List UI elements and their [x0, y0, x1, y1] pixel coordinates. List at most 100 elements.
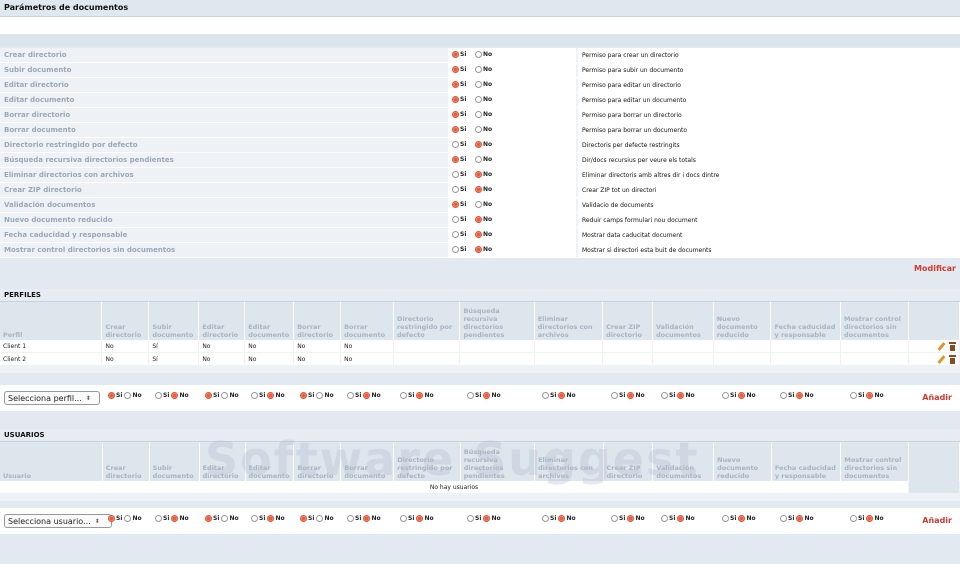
radio-option-no[interactable]: No: [475, 111, 492, 118]
radio-si[interactable]: [542, 392, 549, 399]
radio-option-no[interactable]: No: [627, 515, 645, 522]
radio-option-no[interactable]: No: [483, 392, 501, 399]
radio-no[interactable]: [677, 392, 685, 399]
modify-button[interactable]: Modificar: [914, 264, 956, 273]
radio-option-si[interactable]: Si: [542, 515, 556, 522]
radio-option-si[interactable]: Si: [722, 392, 736, 399]
radio-si[interactable]: [452, 171, 459, 178]
radio-no[interactable]: [475, 216, 482, 223]
radio-option-no[interactable]: No: [475, 171, 492, 178]
radio-si[interactable]: [300, 515, 307, 522]
radio-option-no[interactable]: No: [558, 392, 576, 399]
radio-no[interactable]: [866, 392, 874, 399]
radio-si[interactable]: [452, 51, 459, 58]
radio-si[interactable]: [400, 392, 407, 399]
radio-no[interactable]: [124, 392, 132, 399]
radio-option-no[interactable]: No: [475, 246, 492, 253]
radio-si[interactable]: [452, 186, 459, 193]
radio-option-si[interactable]: Si: [452, 246, 466, 253]
radio-no[interactable]: [627, 392, 635, 399]
radio-no[interactable]: [475, 111, 482, 118]
radio-si[interactable]: [205, 515, 212, 522]
radio-si[interactable]: [467, 515, 474, 522]
radio-option-si[interactable]: Si: [452, 156, 466, 163]
radio-si[interactable]: [251, 515, 258, 522]
radio-option-si[interactable]: Si: [850, 515, 864, 522]
radio-option-no[interactable]: No: [475, 51, 492, 58]
radio-option-no[interactable]: No: [124, 515, 142, 522]
radio-no[interactable]: [475, 201, 482, 208]
radio-no[interactable]: [416, 392, 424, 399]
radio-option-si[interactable]: Si: [347, 515, 361, 522]
radio-no[interactable]: [363, 515, 371, 522]
radio-option-si[interactable]: Si: [452, 126, 466, 133]
radio-option-no[interactable]: No: [475, 216, 492, 223]
radio-option-no[interactable]: No: [475, 186, 492, 193]
radio-si[interactable]: [300, 392, 307, 399]
radio-option-no[interactable]: No: [475, 66, 492, 73]
radio-no[interactable]: [221, 515, 229, 522]
radio-no[interactable]: [558, 392, 566, 399]
radio-si[interactable]: [780, 515, 787, 522]
radio-option-si[interactable]: Si: [300, 392, 314, 399]
radio-no[interactable]: [796, 515, 804, 522]
radio-si[interactable]: [452, 96, 459, 103]
radio-option-no[interactable]: No: [475, 201, 492, 208]
radio-option-no[interactable]: No: [483, 515, 501, 522]
radio-si[interactable]: [400, 515, 407, 522]
radio-si[interactable]: [661, 392, 668, 399]
radio-no[interactable]: [124, 515, 132, 522]
radio-no[interactable]: [558, 515, 566, 522]
radio-si[interactable]: [452, 111, 459, 118]
radio-option-no[interactable]: No: [738, 392, 756, 399]
radio-no[interactable]: [221, 392, 229, 399]
radio-no[interactable]: [677, 515, 685, 522]
radio-option-si[interactable]: Si: [400, 515, 414, 522]
radio-no[interactable]: [475, 141, 482, 148]
radio-no[interactable]: [316, 515, 324, 522]
radio-option-si[interactable]: Si: [452, 141, 466, 148]
radio-si[interactable]: [452, 66, 459, 73]
radio-option-no[interactable]: No: [475, 141, 492, 148]
radio-option-no[interactable]: No: [866, 392, 884, 399]
perfiles-add-button[interactable]: Añadir: [922, 393, 952, 402]
trash-icon[interactable]: [949, 341, 956, 351]
pencil-icon[interactable]: [937, 342, 946, 351]
radio-option-si[interactable]: Si: [611, 515, 625, 522]
radio-no[interactable]: [738, 515, 746, 522]
perfiles-select[interactable]: Selecciona perfil... ⬍: [4, 391, 100, 405]
radio-option-si[interactable]: Si: [452, 231, 466, 238]
radio-option-no[interactable]: No: [124, 392, 142, 399]
radio-option-no[interactable]: No: [171, 515, 189, 522]
radio-no[interactable]: [316, 392, 324, 399]
radio-no[interactable]: [267, 515, 275, 522]
radio-option-si[interactable]: Si: [452, 186, 466, 193]
radio-option-no[interactable]: No: [171, 392, 189, 399]
radio-option-si[interactable]: Si: [780, 392, 794, 399]
radio-si[interactable]: [452, 201, 459, 208]
radio-option-no[interactable]: No: [475, 156, 492, 163]
radio-option-si[interactable]: Si: [542, 392, 556, 399]
radio-option-si[interactable]: Si: [251, 515, 265, 522]
radio-option-si[interactable]: Si: [661, 515, 675, 522]
radio-option-no[interactable]: No: [796, 515, 814, 522]
radio-si[interactable]: [108, 515, 115, 522]
radio-si[interactable]: [452, 246, 459, 253]
radio-si[interactable]: [108, 392, 115, 399]
radio-si[interactable]: [155, 392, 162, 399]
radio-option-no[interactable]: No: [475, 81, 492, 88]
radio-no[interactable]: [866, 515, 874, 522]
radio-option-no[interactable]: No: [677, 515, 695, 522]
radio-no[interactable]: [483, 392, 491, 399]
radio-option-si[interactable]: Si: [611, 392, 625, 399]
radio-option-no[interactable]: No: [221, 515, 239, 522]
radio-no[interactable]: [416, 515, 424, 522]
radio-no[interactable]: [475, 171, 482, 178]
radio-option-si[interactable]: Si: [467, 515, 481, 522]
radio-option-si[interactable]: Si: [452, 171, 466, 178]
radio-si[interactable]: [251, 392, 258, 399]
radio-option-no[interactable]: No: [627, 392, 645, 399]
radio-option-si[interactable]: Si: [780, 515, 794, 522]
radio-option-si[interactable]: Si: [347, 392, 361, 399]
radio-no[interactable]: [267, 392, 275, 399]
